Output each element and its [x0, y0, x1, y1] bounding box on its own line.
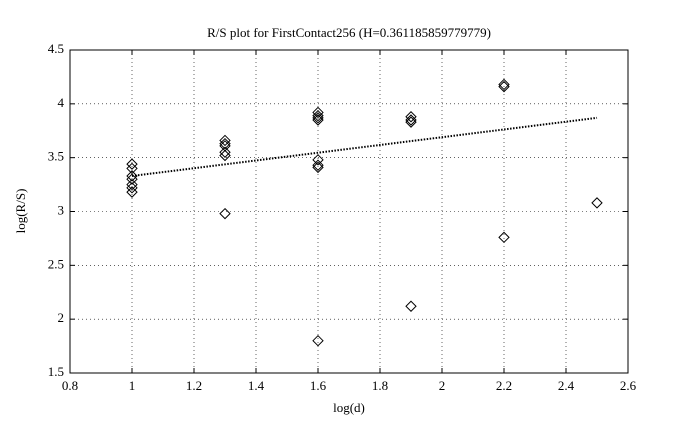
y-tick-label: 3: [58, 202, 65, 217]
x-tick-label: 1.8: [372, 378, 388, 393]
data-point: [219, 146, 231, 158]
data-point: [498, 78, 510, 91]
data-point: [312, 334, 324, 347]
y-tick-label: 2.5: [48, 256, 64, 271]
x-tick-label: 1: [129, 378, 136, 393]
data-point: [312, 109, 324, 122]
data-point: [312, 114, 324, 126]
data-point: [126, 158, 138, 170]
data-point: [126, 182, 138, 194]
data-point: [405, 111, 417, 123]
y-tick-label: 1.5: [48, 364, 64, 379]
x-tick-label: 2.6: [620, 378, 637, 393]
data-point: [405, 114, 417, 126]
data-point: [312, 106, 324, 119]
data-point: [126, 170, 138, 182]
data-point: [312, 161, 324, 174]
data-point: [126, 186, 138, 198]
data-point: [405, 116, 417, 128]
data-point: [591, 197, 603, 209]
data-point: [219, 149, 231, 162]
x-tick-label: 1.4: [248, 378, 265, 393]
data-point: [219, 207, 231, 220]
fit-line: [131, 116, 598, 177]
data-point: [219, 137, 231, 150]
data-point: [312, 112, 324, 124]
data-point: [498, 231, 510, 244]
x-tick-label: 2.4: [558, 378, 575, 393]
data-point: [498, 80, 510, 93]
chart-title: R/S plot for FirstContact256 (H=0.361185…: [207, 25, 491, 40]
data-point: [312, 159, 324, 171]
data-point: [126, 178, 138, 191]
x-tick-label: 0.8: [62, 378, 78, 393]
y-axis-label: log(R/S): [13, 189, 28, 234]
x-tick-label: 1.6: [310, 378, 327, 393]
y-tick-label: 4: [58, 95, 65, 110]
data-point: [219, 134, 231, 147]
x-tick-label: 2.2: [496, 378, 512, 393]
plot-frame: [69, 49, 629, 374]
data-point: [126, 173, 138, 185]
x-tick-label: 2: [439, 378, 446, 393]
x-axis-label: log(d): [333, 400, 365, 415]
data-point: [126, 162, 138, 175]
y-tick-label: 2: [58, 310, 65, 325]
data-point: [405, 300, 417, 312]
data-point: [312, 154, 324, 166]
y-tick-label: 3.5: [48, 149, 64, 164]
x-tick-label: 1.2: [186, 378, 202, 393]
y-tick-label: 4.5: [48, 41, 64, 56]
